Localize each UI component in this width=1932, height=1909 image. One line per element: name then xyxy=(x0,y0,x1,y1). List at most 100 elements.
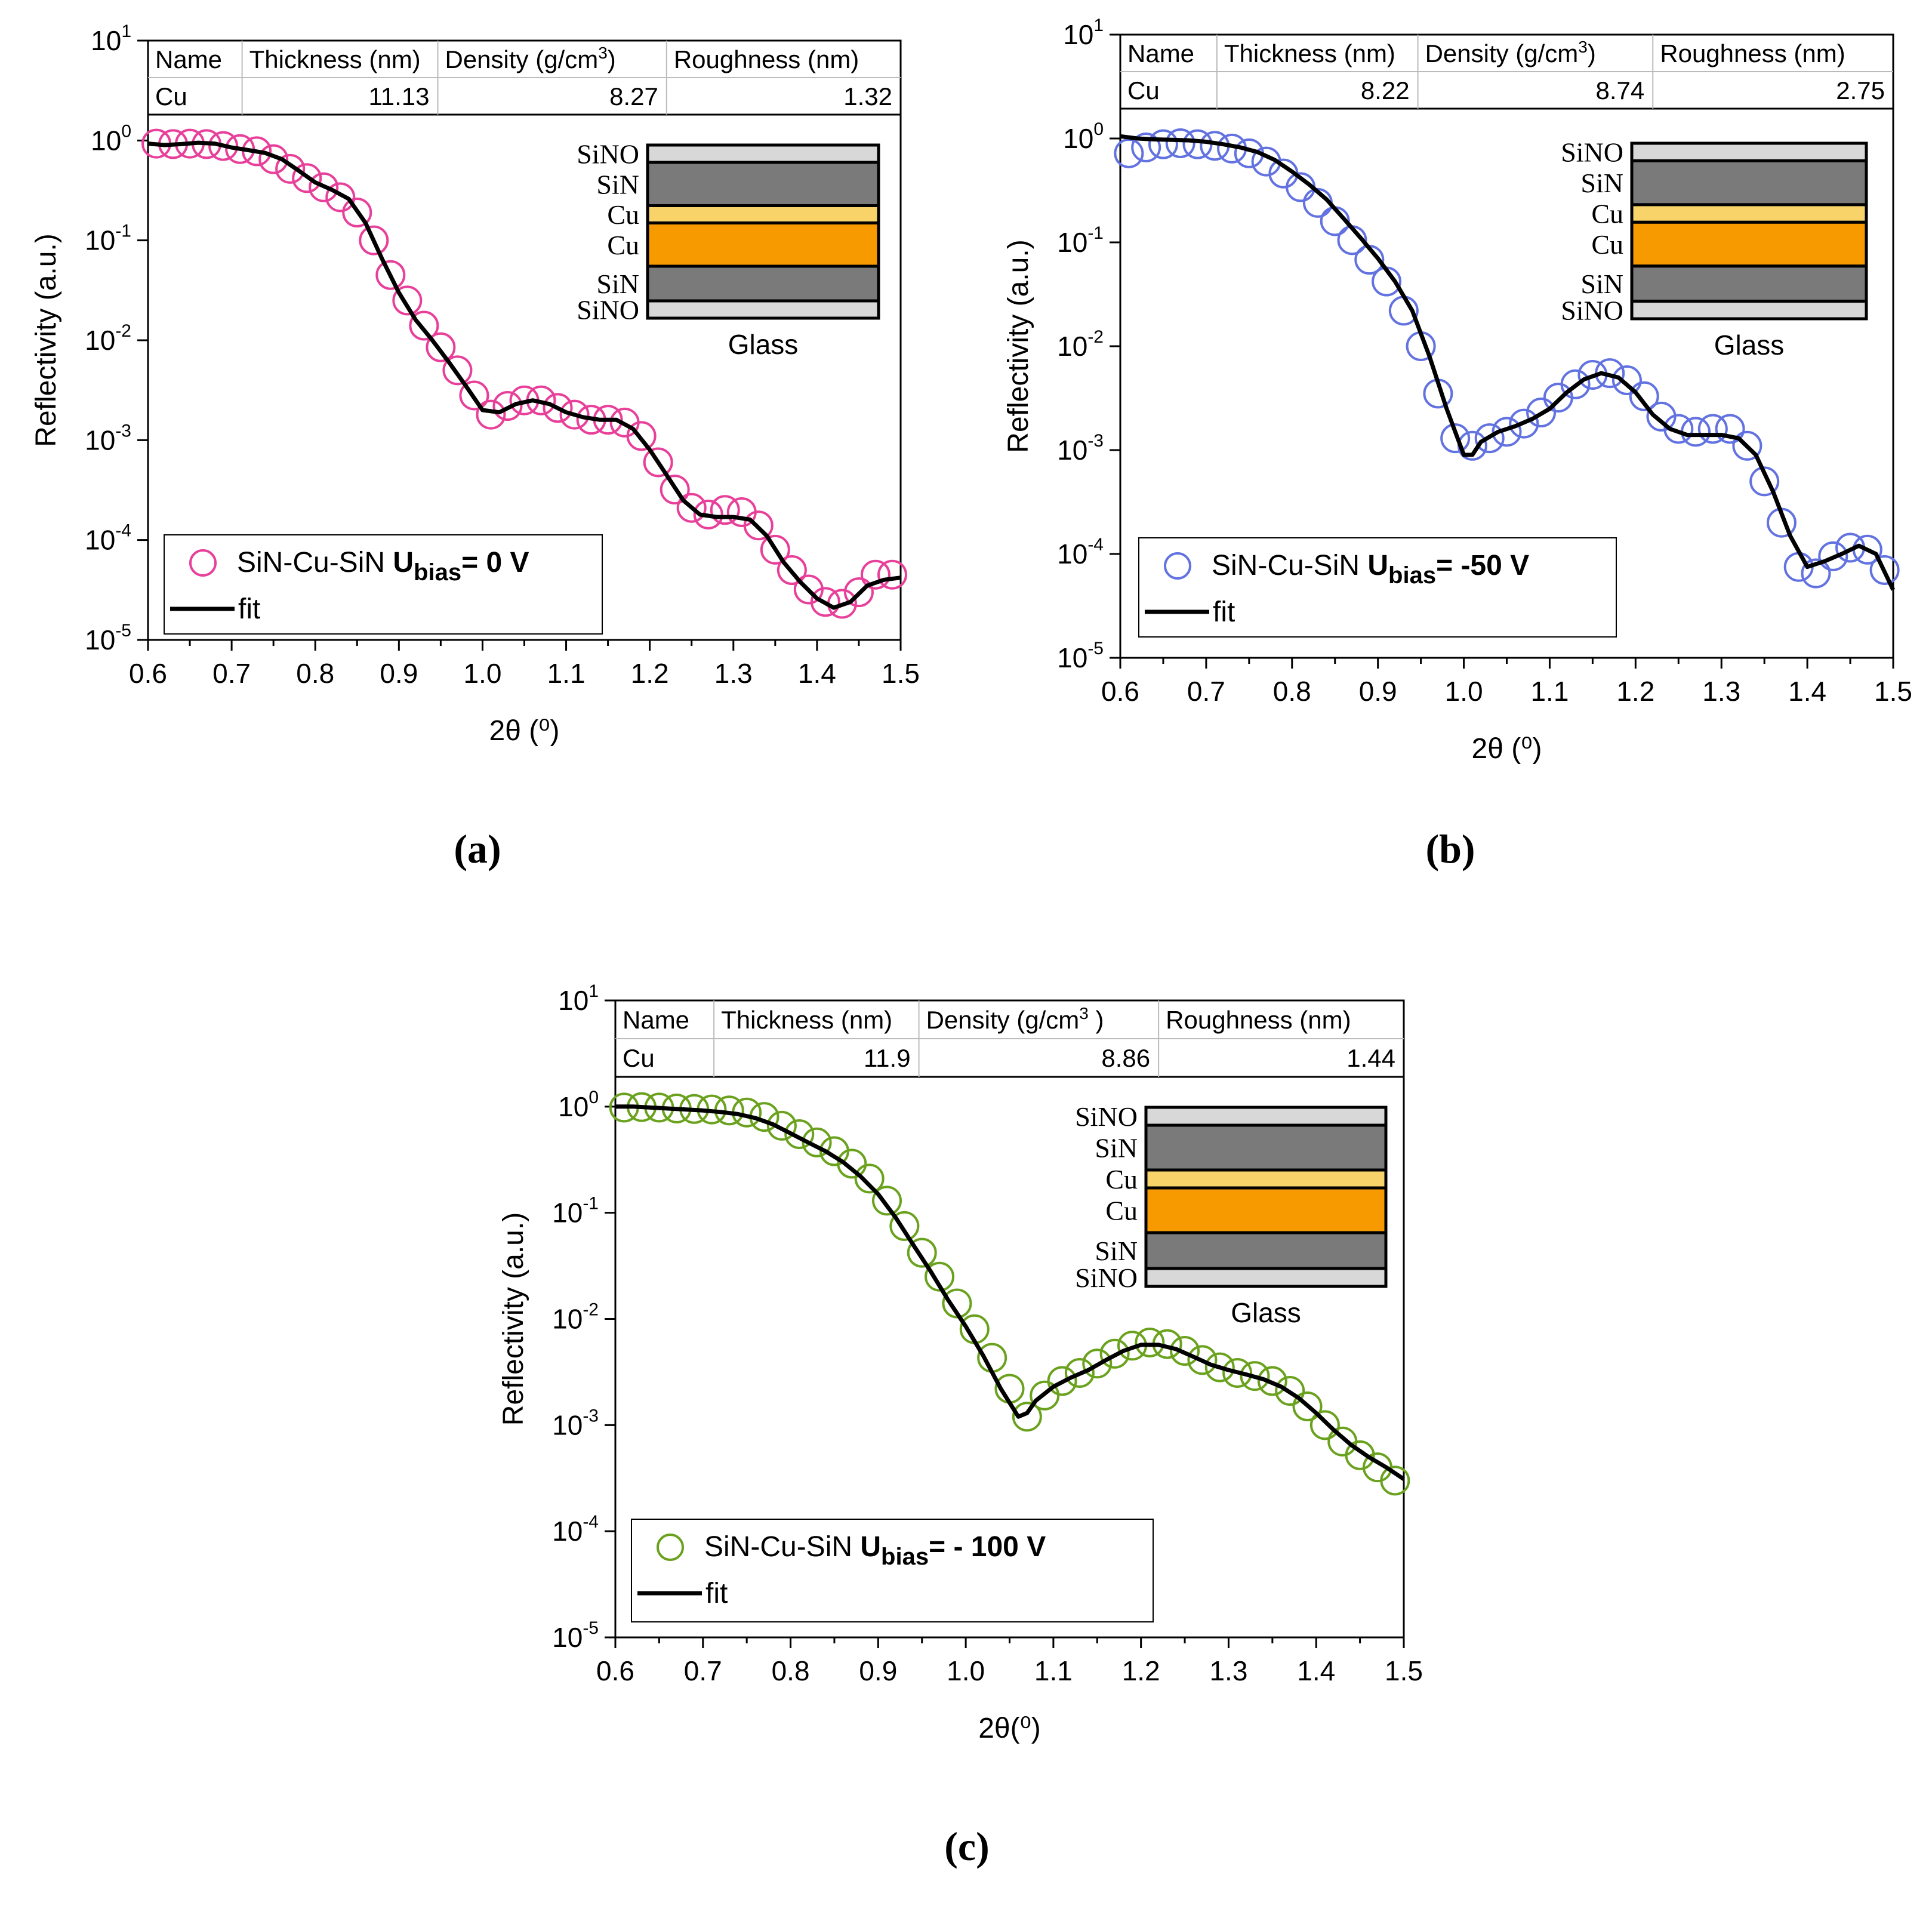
data-point xyxy=(1380,1465,1410,1496)
x-tick-label: 1.2 xyxy=(1616,676,1654,707)
data-point xyxy=(442,355,473,386)
data-point xyxy=(854,1163,885,1194)
table-header-text: Density (g/cm xyxy=(1425,39,1579,67)
table-value-cell: 8.74 xyxy=(1596,76,1645,104)
y-tick-exponent: -4 xyxy=(115,521,131,541)
data-point xyxy=(1818,541,1848,571)
y-tick-exponent: -1 xyxy=(115,221,131,241)
y-tick-exponent: -1 xyxy=(583,1194,599,1214)
data-point xyxy=(342,198,372,228)
y-tick-base: 10 xyxy=(558,1091,588,1122)
legend-frame xyxy=(1138,537,1617,638)
data-point xyxy=(208,131,239,161)
stack-layer xyxy=(1144,1267,1388,1288)
table-header-cell: Roughness (nm) xyxy=(1660,39,1845,67)
stack-layer xyxy=(646,143,880,164)
data-point xyxy=(1292,1391,1323,1422)
legend-bias-symbol: U xyxy=(860,1531,881,1563)
x-tick-label: 0.7 xyxy=(684,1655,722,1686)
data-point xyxy=(942,1288,972,1319)
y-tick-label: 10-2 xyxy=(552,1300,599,1335)
data-point xyxy=(1749,466,1780,497)
data-point xyxy=(626,421,657,451)
y-tick-label: 10-1 xyxy=(552,1194,599,1228)
x-tick-label: 0.8 xyxy=(772,1655,810,1686)
table-value-cell: 8.22 xyxy=(1361,76,1410,104)
data-point xyxy=(1732,430,1762,461)
stack-layer-label: SiN xyxy=(1095,1236,1138,1266)
stack-layer-label: Cu xyxy=(607,230,639,260)
x-tick-label: 0.6 xyxy=(129,658,167,689)
table-header-cell: Thickness (nm) xyxy=(721,1006,892,1034)
table-header-cell: Thickness (nm) xyxy=(249,45,421,73)
y-tick-base: 10 xyxy=(552,1622,583,1653)
y-tick-label: 10-1 xyxy=(85,221,131,256)
stack-layer-label: Cu xyxy=(1591,199,1623,229)
x-tick-label: 0.9 xyxy=(859,1655,897,1686)
panel-caption: (a) xyxy=(454,826,501,872)
y-tick-exponent: -3 xyxy=(583,1406,599,1425)
y-tick-base: 10 xyxy=(1063,123,1093,154)
table-value-cell: Cu xyxy=(1127,76,1160,104)
y-tick-label: 10-2 xyxy=(1057,327,1104,362)
stack-layer-label: SiNO xyxy=(1561,295,1623,325)
stack-layer xyxy=(1144,1106,1388,1127)
table-header-paren: ) xyxy=(608,45,616,73)
legend-bias-value: = 0 V xyxy=(461,547,529,578)
data-point xyxy=(1099,1338,1130,1369)
table-header-superscript: 3 xyxy=(598,44,608,62)
data-point xyxy=(802,1127,832,1157)
x-tick-label: 1.5 xyxy=(1874,676,1912,707)
legend: SiN-Cu-SiN Ubias= -50 V fit xyxy=(1138,537,1617,638)
data-point xyxy=(1801,558,1831,589)
y-tick-base: 10 xyxy=(1057,642,1087,673)
stack-layer xyxy=(1630,141,1868,162)
x-tick-label: 1.0 xyxy=(463,658,501,689)
table-header-text: Name xyxy=(1127,39,1194,67)
table-header-cell: Thickness (nm) xyxy=(1224,39,1395,67)
data-point xyxy=(1030,1380,1060,1411)
y-tick-base: 10 xyxy=(91,25,121,56)
data-point xyxy=(710,495,740,525)
legend-bias-subscript: bias xyxy=(881,1544,929,1570)
y-tick-base: 10 xyxy=(552,1304,583,1335)
fit-line xyxy=(147,140,901,610)
table-header-superscript: 3 xyxy=(1079,1004,1089,1023)
stack-layer-label: Cu xyxy=(1105,1196,1138,1226)
y-tick-base: 10 xyxy=(85,325,115,356)
legend-marker xyxy=(657,1534,684,1561)
table-header-superscript: 3 xyxy=(1578,38,1588,56)
stack-layer-label: SiN xyxy=(596,269,639,299)
stack-layer-label: SiN xyxy=(1095,1133,1138,1163)
table-header-cell: Roughness (nm) xyxy=(1166,1006,1351,1034)
x-axis-label: 2θ (⁰) xyxy=(489,715,560,747)
stack-layer xyxy=(646,161,880,207)
y-tick-label: 10-5 xyxy=(552,1618,599,1653)
table-header-text: Density (g/cm xyxy=(445,45,598,73)
stack-layer xyxy=(646,264,880,303)
x-tick-label: 1.2 xyxy=(631,658,669,689)
data-point xyxy=(643,447,673,478)
table-header-text: Thickness (nm) xyxy=(721,1006,892,1034)
data-point xyxy=(1440,423,1471,454)
x-tick-label: 1.1 xyxy=(1530,676,1569,707)
data-point xyxy=(1187,1345,1218,1375)
y-tick-label: 10-4 xyxy=(1057,535,1104,569)
stack-layer xyxy=(646,299,880,320)
y-tick-exponent: 0 xyxy=(588,1088,599,1107)
table-value-cell: 8.86 xyxy=(1101,1044,1150,1072)
fit-line xyxy=(1120,134,1896,591)
x-tick-label: 1.2 xyxy=(1122,1655,1160,1686)
y-tick-label: 101 xyxy=(1063,16,1104,50)
stack-layer-label: SiNO xyxy=(1561,137,1623,168)
y-tick-exponent: -2 xyxy=(115,321,131,341)
data-point xyxy=(1240,1361,1270,1391)
x-tick-label: 1.3 xyxy=(1209,1655,1247,1686)
x-tick-label: 1.3 xyxy=(1702,676,1740,707)
legend-fit-label: fit xyxy=(238,593,260,625)
data-point xyxy=(543,393,573,423)
y-axis-label: Reflectivity (a.u.) xyxy=(1003,239,1034,452)
x-tick-label: 0.7 xyxy=(1187,676,1225,707)
y-tick-label: 10-3 xyxy=(85,421,131,455)
